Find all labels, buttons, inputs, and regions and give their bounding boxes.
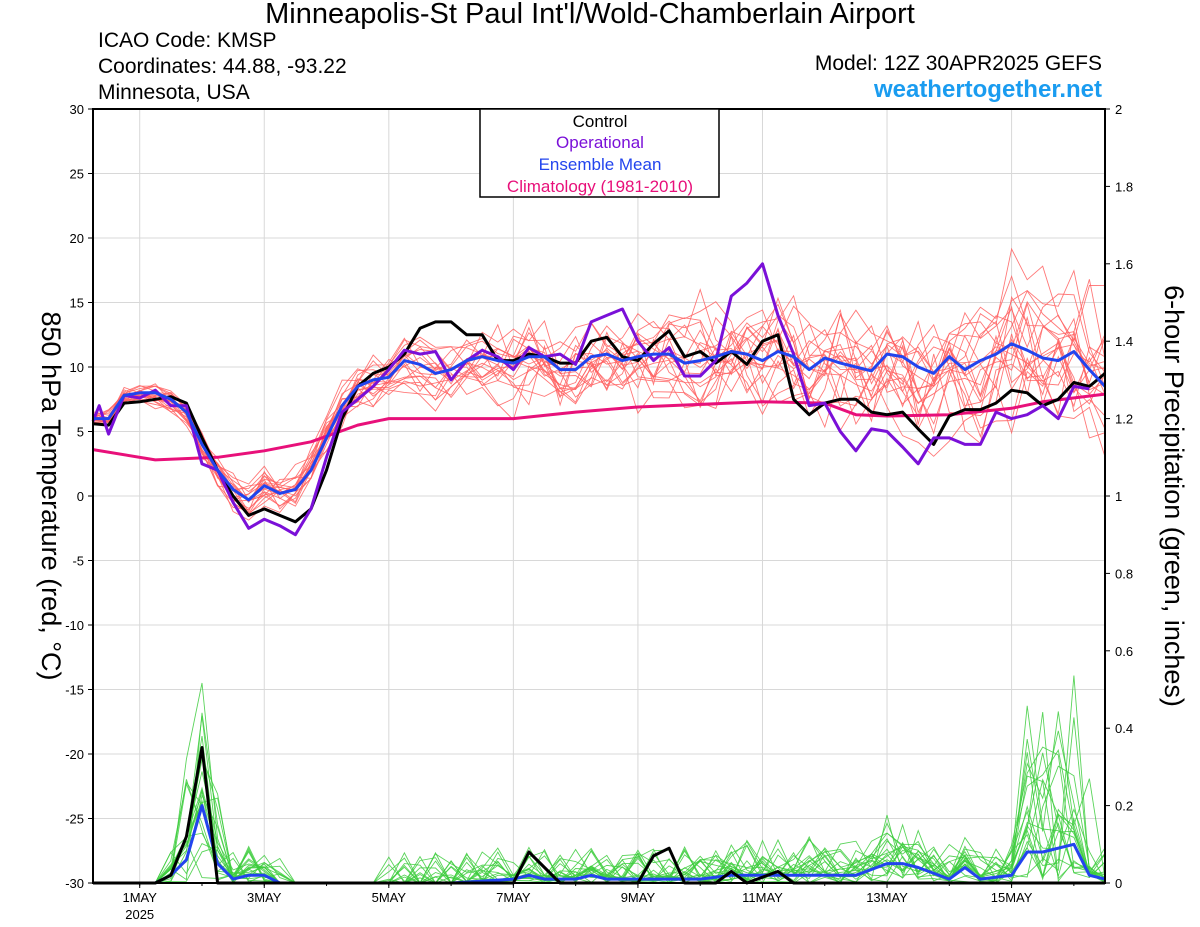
x-tick-label: 3MAY	[247, 890, 282, 905]
x-tick-label: 11MAY	[742, 890, 783, 905]
legend-control: Control	[573, 112, 628, 131]
y2-tick-label: 0.8	[1115, 566, 1133, 581]
ensemble-temp-trace	[92, 275, 1106, 502]
y2-tick-label: 0.4	[1115, 721, 1133, 736]
ensemble-precip-trace	[93, 682, 1106, 884]
x-tick-sublabel: 2025	[125, 907, 154, 922]
ensemble-temp-trace	[92, 288, 1106, 507]
ensemble-precip-trace	[93, 675, 1106, 884]
y-tick-label: 20	[70, 231, 84, 246]
ensemble-precip-trace	[93, 752, 1106, 884]
y-axis-title: 850 hPa Temperature (red, °C)	[36, 312, 66, 681]
y2-tick-label: 1.2	[1115, 412, 1133, 427]
coordinates: Coordinates: 44.88, -93.22	[98, 55, 347, 78]
x-tick-label: 13MAY	[866, 890, 908, 905]
icao-code: ICAO Code: KMSP	[98, 29, 277, 52]
x-tick-label: 5MAY	[372, 890, 407, 905]
ensemble-temp-trace	[92, 314, 1106, 502]
y-tick-label: -15	[65, 683, 84, 698]
precip-control-line	[93, 746, 1105, 885]
ensemble-temp-trace	[93, 309, 1106, 503]
temp-control-line	[92, 320, 1106, 524]
ensemble-temp-trace	[92, 315, 1106, 490]
y-tick-label: -5	[72, 554, 84, 569]
y2-tick-label: 1.4	[1115, 334, 1133, 349]
ensemble-temp-trace	[92, 305, 1106, 492]
model-run: Model: 12Z 30APR2025 GEFS	[814, 52, 1102, 75]
y2-tick-label: 0.2	[1115, 799, 1133, 814]
brand-link[interactable]: weathertogether.net	[873, 76, 1102, 103]
ensemble-temp-trace	[92, 294, 1106, 515]
legend-frame	[479, 108, 720, 198]
temp-operational-line	[91, 262, 1090, 537]
y-tick-label: 30	[70, 102, 84, 117]
temp-ensemble-mean-line	[93, 342, 1107, 502]
ensemble-precip-trace	[93, 705, 1106, 884]
precip-ensemble-mean-line	[93, 804, 1106, 885]
ensemble-temp-trace	[92, 247, 1106, 516]
x-tick-label: 1MAY	[122, 890, 157, 905]
y-tick-label: -10	[65, 618, 84, 633]
ensemble-precip-trace	[93, 779, 1106, 884]
y2-tick-label: 0.6	[1115, 644, 1133, 659]
ensemble-temp-trace	[92, 295, 1106, 511]
x-tick-label: 15MAY	[991, 890, 1033, 905]
x-tick-label: 7MAY	[496, 890, 531, 905]
legend-box: Control Operational Ensemble Mean Climat…	[479, 108, 720, 198]
axes: 302520151050-5-10-15-20-25-3021.81.61.41…	[65, 102, 1133, 922]
y-tick-label: -25	[65, 812, 84, 827]
y-tick-label: -20	[65, 747, 84, 762]
y-tick-label: 15	[70, 296, 84, 311]
y2-tick-label: 1.6	[1115, 257, 1133, 272]
y2-tick-label: 1.8	[1115, 179, 1133, 194]
ensemble-members	[92, 247, 1106, 884]
legend-climatology: Climatology (1981-2010)	[507, 177, 693, 196]
y-tick-label: 5	[77, 425, 84, 440]
ensemble-temp-trace	[92, 296, 1106, 503]
ensemble-temp-trace	[92, 293, 1106, 509]
ensemble-temp-trace	[92, 290, 1106, 493]
ensemble-temp-trace	[92, 279, 1106, 510]
y2-tick-label: 0	[1115, 876, 1122, 891]
y-tick-label: 0	[77, 489, 84, 504]
series-lines	[91, 262, 1107, 885]
ensemble-temp-trace	[92, 269, 1106, 502]
y-tick-label: 10	[70, 360, 84, 375]
y-tick-label: 25	[70, 167, 84, 182]
temp-climatology-1981-2010-line	[92, 392, 1106, 462]
legend-operational: Operational	[556, 133, 644, 152]
legend-ensemble-mean: Ensemble Mean	[539, 155, 662, 174]
x-tick-label: 9MAY	[621, 890, 656, 905]
ensemble-precip-trace	[93, 752, 1106, 884]
ensemble-temp-trace	[92, 300, 1106, 521]
region: Minnesota, USA	[98, 81, 250, 104]
y2-tick-label: 2	[1115, 102, 1122, 117]
y2-tick-label: 1	[1115, 489, 1122, 504]
chart-title: Minneapolis-St Paul Int'l/Wold-Chamberla…	[265, 0, 915, 30]
y-tick-label: -30	[65, 876, 84, 891]
y2-axis-title: 6-hour Precipitation (green, inches)	[1159, 285, 1189, 707]
